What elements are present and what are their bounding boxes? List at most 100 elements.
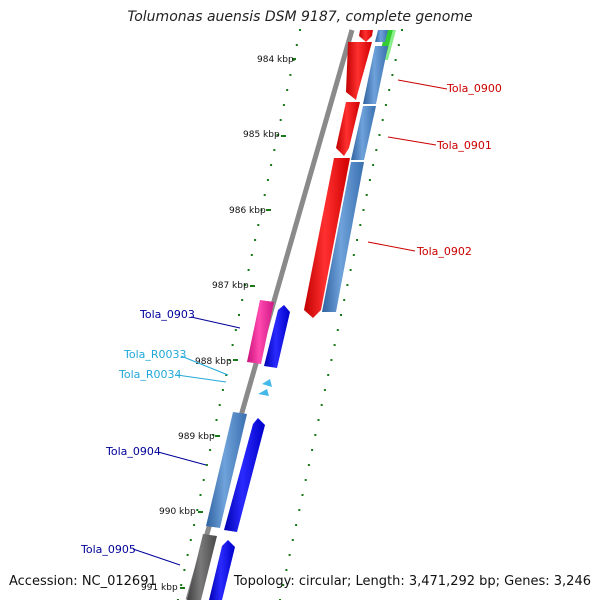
tick-dot [356,239,359,241]
tick-dot [311,449,314,451]
tick-dot [244,284,247,286]
tick-dot [180,584,183,586]
gene-label-tola-0900: Tola_0900 [446,82,502,95]
tick-dot [301,494,304,496]
gene-steel-0900 [363,46,388,104]
tick-dot [304,479,307,481]
tick-dot [336,329,339,331]
tick-dot [291,539,294,541]
tick-dot [276,134,279,136]
tick-dot [241,299,244,301]
tick-dot [320,404,323,406]
tick-label: 986 kbp [229,206,266,216]
tick-dot [372,164,375,166]
scale-ticks: 984 kbp 985 kbp 986 kbp 987 kbp 988 kbp … [141,55,296,593]
tick-dot [285,569,288,571]
gene-tola-0903-arrow [247,300,274,364]
tick-dot [340,314,342,316]
tick-dot [199,494,202,496]
tick-dot [384,104,387,106]
tick-label: 985 kbp [243,130,280,140]
tick-label: 987 kbp [212,281,249,291]
tick-dot [273,149,276,151]
tick-label: 989 kbp [178,432,215,442]
tick-dot [343,299,346,301]
accession-text: Accession: NC_012691 [9,574,157,589]
tick-dot [263,194,266,196]
gene-steel-0902 [322,162,364,312]
inner-tick-marks [177,29,301,600]
gene-tola-0904-arrow [206,412,247,528]
gene-segment-green [385,30,396,60]
gene-tola-0902-arrow [304,158,350,318]
tick-dot [270,164,273,166]
gene-tola-0900-arrow [346,42,372,100]
tick-dot [212,434,215,436]
tick-dot [327,374,330,376]
gene-label-tola-0905: Tola_0905 [80,543,136,556]
tick-dot [238,314,240,316]
tick-dot [375,149,378,151]
tick-dot [221,389,224,391]
gene-label-tola-0904: Tola_0904 [105,445,161,458]
leader-line [180,355,229,376]
tick-dot [234,329,237,331]
tick-dot [196,509,199,511]
label-leader-lines [132,79,448,566]
tick-dot [218,404,221,406]
gene-steel-top [375,30,388,42]
tick-dot [394,59,397,61]
tick-dot [225,374,228,376]
tick-dot [247,269,250,271]
tick-dot [388,89,391,91]
tick-dot [346,284,349,286]
tick-dot [298,509,301,511]
genome-summary-text: Topology: circular; Length: 3,471,292 bp… [233,574,591,589]
tick-dot [401,29,403,31]
tick-dot [368,179,371,181]
outer-tick-marks [279,29,403,600]
gene-label-tola-0902: Tola_0902 [416,245,472,258]
tick-label: 990 kbp [159,507,196,517]
tick-dot [231,344,234,346]
tick-dot [183,569,186,571]
tick-dot [202,479,205,481]
tick-label: 991 kbp [141,583,178,593]
tick-dot [333,344,336,346]
tick-dot [349,269,352,271]
tick-dot [266,179,269,181]
gene-tola-r0033-arrow [262,379,272,387]
tick-dot [299,29,301,31]
leader-line [387,136,437,146]
tick-dot [215,419,218,421]
tick-dot [260,209,263,211]
gene-steel-0901 [351,106,376,160]
tick-dot [282,584,285,586]
tick-dot [295,524,298,526]
tick-dot [391,74,394,76]
leader-line [157,451,207,466]
gene-blue-0904 [224,418,265,532]
leader-line [397,79,448,90]
gene-label-tola-0901: Tola_0901 [436,139,492,152]
tick-dot [381,119,384,121]
leader-line [132,548,181,566]
gene-tola-0899-arrow [359,30,373,42]
tick-dot [279,119,282,121]
tick-dot [286,89,289,91]
gene-blue-0903 [264,305,290,368]
tick-dot [209,449,212,451]
map-title: Tolumonas auensis DSM 9187, complete gen… [127,9,473,25]
tick-dot [288,554,291,556]
tick-dot [186,554,189,556]
leader-line [367,241,416,252]
tick-dot [359,224,362,226]
tick-dot [289,74,292,76]
tick-dot [250,254,253,256]
tick-dot [228,359,231,361]
gene-label-tola-r0034: Tola_R0034 [118,368,182,381]
tick-label: 988 kbp [195,357,232,367]
tick-dot [205,464,208,466]
tick-dot [282,104,285,106]
